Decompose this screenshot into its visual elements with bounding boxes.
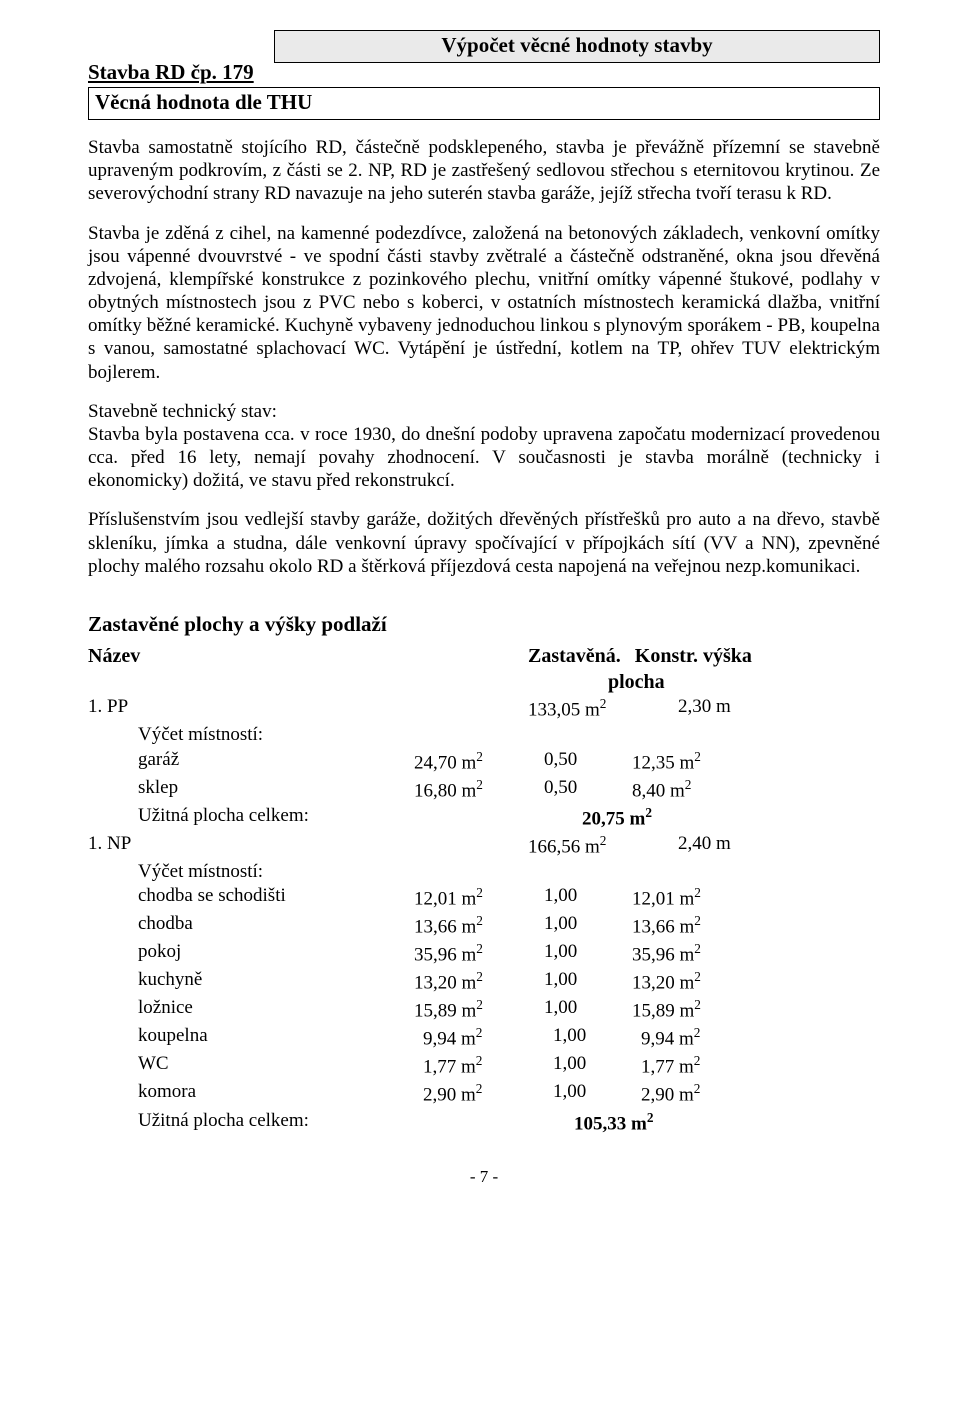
floor-area: 166,56 m2 — [528, 832, 678, 860]
paragraph-3: Stavebně technický stav: Stavba byla pos… — [88, 400, 880, 493]
room-row: sklep 16,80 m2 0,50 8,40 m2 — [88, 776, 880, 804]
floor-area: 133,05 m2 — [528, 695, 678, 723]
tech-state-label: Stavebně technický stav: — [88, 401, 277, 422]
paragraph-2: Stavba je zděná z cihel, na kamenné pode… — [88, 222, 880, 384]
paragraph-1: Stavba samostatně stojícího RD, částečně… — [88, 136, 880, 206]
room-row: koupelna 9,94 m2 1,00 9,94 m2 — [88, 1024, 880, 1052]
room-row: kuchyně 13,20 m2 1,00 13,20 m2 — [88, 968, 880, 996]
section-heading: Zastavěné plochy a výšky podlaží — [88, 612, 880, 637]
building-heading: Stavba RD čp. 179 — [88, 60, 880, 85]
floor-label: 1. NP — [88, 832, 528, 860]
page-number: - 7 - — [88, 1167, 880, 1187]
tech-state-body: Stavba byla postavena cca. v roce 1930, … — [88, 424, 880, 491]
col-height-header: Konstr. výška — [621, 643, 752, 669]
thu-box: Věcná hodnota dle THU — [88, 87, 880, 120]
floor-height: 2,40 m — [678, 832, 798, 860]
paragraph-4: Příslušenstvím jsou vedlejší stavby gará… — [88, 508, 880, 578]
floor-row: 1. NP 166,56 m2 2,40 m — [88, 832, 880, 860]
floor-row: 1. PP 133,05 m2 2,30 m — [88, 695, 880, 723]
room-row: chodba se schodišti 12,01 m2 1,00 12,01 … — [88, 884, 880, 912]
room-row: pokoj 35,96 m2 1,00 35,96 m2 — [88, 940, 880, 968]
room-row: ložnice 15,89 m2 1,00 15,89 m2 — [88, 996, 880, 1024]
rooms-label: Výčet místností: — [88, 723, 880, 748]
floor-height: 2,30 m — [678, 695, 798, 723]
room-row: garáž 24,70 m2 0,50 12,35 m2 — [88, 748, 880, 776]
floor-label: 1. PP — [88, 695, 528, 723]
rooms-label: Výčet místností: — [88, 860, 880, 885]
room-row: chodba 13,66 m2 1,00 13,66 m2 — [88, 912, 880, 940]
total-row: Užitná plocha celkem: 105,33 m2 — [88, 1109, 880, 1137]
total-row: Užitná plocha celkem: 20,75 m2 — [88, 804, 880, 832]
title-box: Výpočet věcné hodnoty stavby — [274, 30, 880, 63]
col-name-header: Název — [88, 643, 528, 669]
col-area-header-2: plocha — [528, 669, 665, 695]
col-area-header: Zastavěná. — [528, 643, 621, 669]
room-row: komora 2,90 m2 1,00 2,90 m2 — [88, 1080, 880, 1108]
floor-table: Název Zastavěná. Konstr. výška plocha 1.… — [88, 643, 880, 1137]
room-row: WC 1,77 m2 1,00 1,77 m2 — [88, 1052, 880, 1080]
